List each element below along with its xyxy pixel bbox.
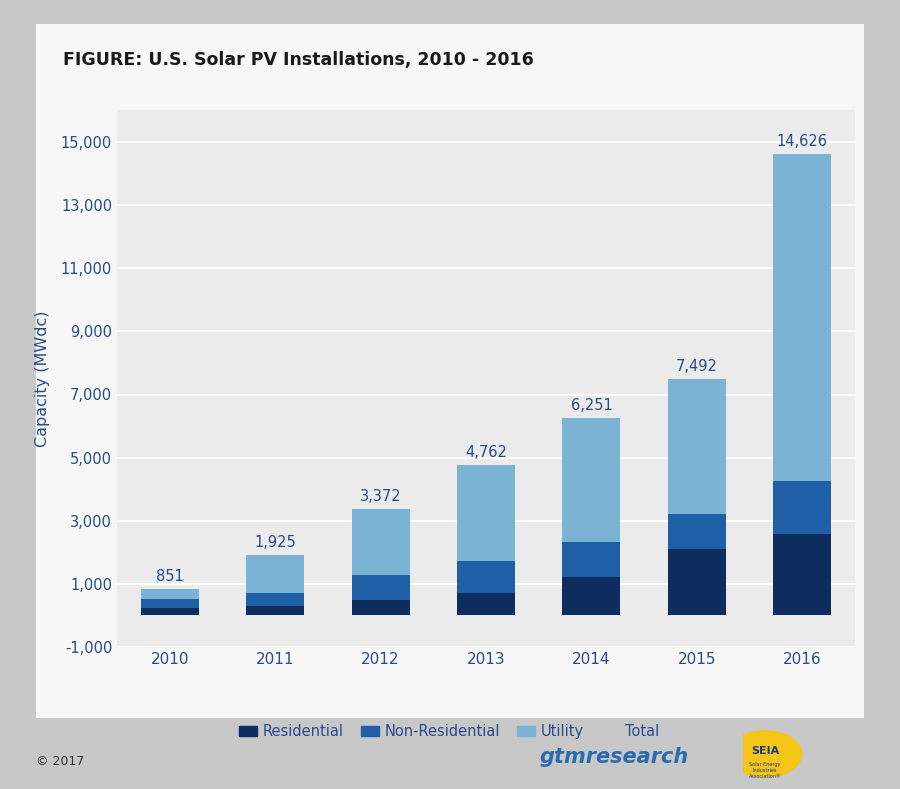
Bar <box>246 605 304 615</box>
Bar <box>140 599 199 608</box>
Text: 3,372: 3,372 <box>360 489 401 504</box>
Text: 851: 851 <box>156 569 184 584</box>
Bar <box>457 466 515 561</box>
Bar <box>773 154 832 481</box>
Bar <box>773 534 832 615</box>
Bar <box>140 608 199 615</box>
Bar <box>773 481 832 534</box>
Bar <box>246 593 304 605</box>
Bar <box>457 561 515 593</box>
Text: 4,762: 4,762 <box>465 446 507 461</box>
Bar <box>352 600 410 615</box>
Text: 6,251: 6,251 <box>571 398 612 413</box>
Bar <box>668 549 725 615</box>
Bar <box>562 418 620 542</box>
Bar <box>562 577 620 615</box>
Text: 1,925: 1,925 <box>255 535 296 550</box>
Text: FIGURE: U.S. Solar PV Installations, 2010 - 2016: FIGURE: U.S. Solar PV Installations, 201… <box>63 51 534 69</box>
Bar <box>246 555 304 593</box>
Bar <box>562 542 620 577</box>
Bar <box>140 589 199 599</box>
Bar <box>668 514 725 549</box>
Text: © 2017: © 2017 <box>36 755 85 768</box>
Text: gtmresearch: gtmresearch <box>540 747 689 768</box>
Legend: Residential, Non-Residential, Utility, Total: Residential, Non-Residential, Utility, T… <box>233 719 665 746</box>
Y-axis label: Capacity (MWdc): Capacity (MWdc) <box>35 310 50 447</box>
Text: 7,492: 7,492 <box>676 359 718 374</box>
Text: Solar Energy
Industries
Association®: Solar Energy Industries Association® <box>749 762 781 779</box>
Text: SEIA: SEIA <box>752 746 779 757</box>
Bar <box>352 575 410 600</box>
Bar <box>352 509 410 575</box>
Circle shape <box>729 731 802 777</box>
Bar <box>668 379 725 514</box>
Bar <box>457 593 515 615</box>
Text: 14,626: 14,626 <box>777 134 828 149</box>
